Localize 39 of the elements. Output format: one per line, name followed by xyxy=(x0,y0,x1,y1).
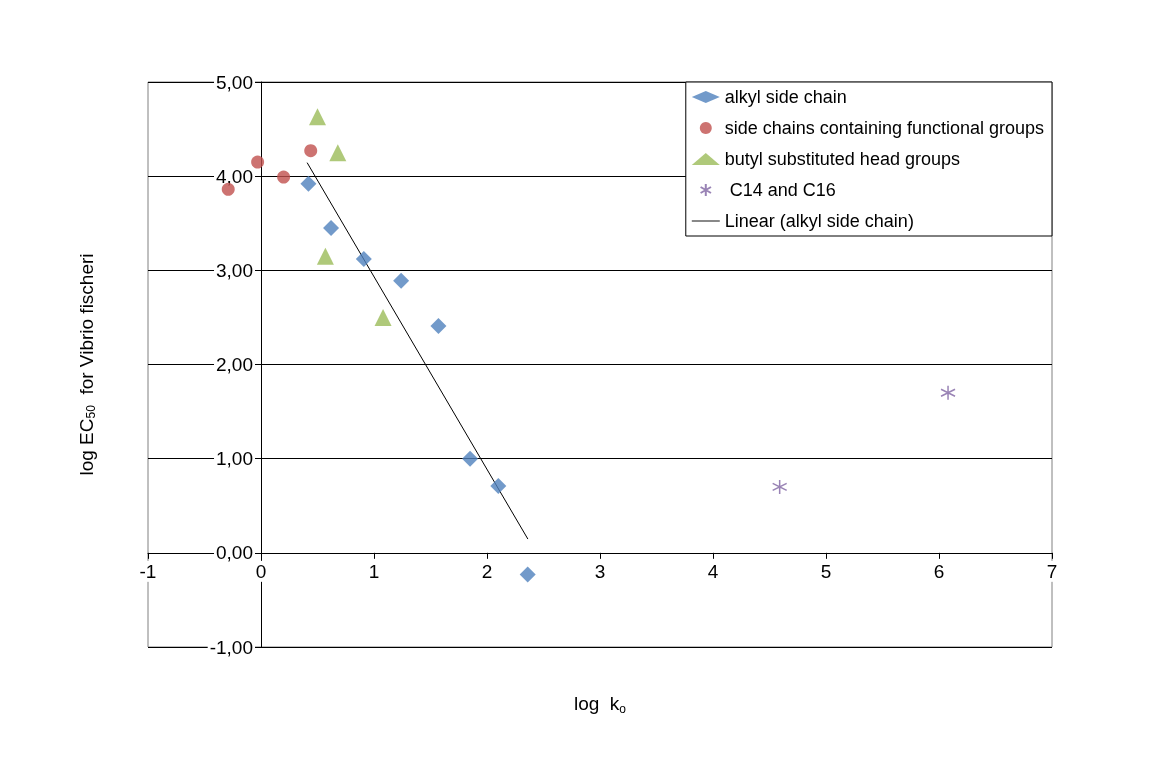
point xyxy=(355,251,372,268)
point xyxy=(329,144,347,162)
x-tick-label: 0 xyxy=(255,560,267,582)
legend-label: side chains containing functional groups xyxy=(724,118,1045,138)
y-tick-label: 3,00 xyxy=(216,259,253,281)
point xyxy=(304,144,318,158)
legend-label: Linear (alkyl side chain) xyxy=(724,211,914,231)
x-tick-label: 1 xyxy=(368,560,380,582)
point xyxy=(393,272,410,289)
point xyxy=(462,450,479,467)
point xyxy=(771,479,788,495)
x-tick-label: 2 xyxy=(481,560,493,582)
x-tick-label: -1 xyxy=(139,560,157,582)
point xyxy=(323,219,340,236)
y-tick-label: 2,00 xyxy=(216,354,253,375)
point xyxy=(277,170,291,184)
y-tick-label: -1,00 xyxy=(209,636,253,658)
y-tick-label: 0,00 xyxy=(216,542,253,564)
legend-label: alkyl side chain xyxy=(724,87,847,107)
y-axis-title: log EC50 for Vibrio fischeri xyxy=(75,253,98,476)
y-tick-label: 5,00 xyxy=(216,71,253,93)
point xyxy=(300,175,317,192)
x-tick-label: 3 xyxy=(594,560,606,582)
x-tick-label: 6 xyxy=(933,560,945,582)
point xyxy=(430,317,447,334)
y-tick-label: 1,00 xyxy=(216,448,253,470)
legend-label: C14 and C16 xyxy=(724,180,836,200)
point xyxy=(940,385,956,401)
point xyxy=(316,247,334,265)
point xyxy=(251,155,265,169)
x-tick-label: 5 xyxy=(820,560,832,582)
point xyxy=(519,566,536,583)
x-tick-label: 4 xyxy=(707,560,719,582)
point xyxy=(309,108,326,126)
x-tick-label: 7 xyxy=(1046,560,1058,582)
legend-label: butyl substituted head groups xyxy=(724,149,960,169)
point xyxy=(490,477,507,494)
y-tick-label: 4,00 xyxy=(216,165,253,187)
point xyxy=(374,308,392,326)
